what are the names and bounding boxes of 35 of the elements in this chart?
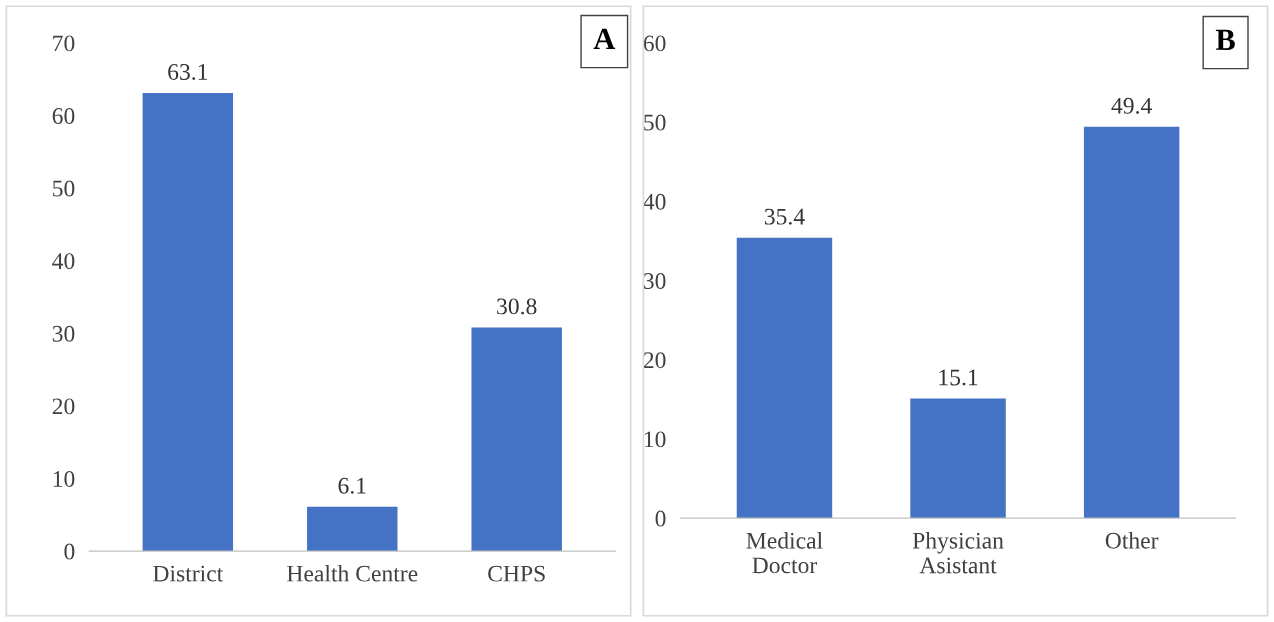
data-label: 35.4 <box>764 208 805 225</box>
y-tick-label: 0 <box>655 510 666 527</box>
x-tick-label: CHPS <box>488 565 545 582</box>
y-tick-label: 60 <box>643 35 666 52</box>
y-tick-label: 0 <box>64 543 75 560</box>
y-tick-label: 10 <box>644 431 666 448</box>
bar <box>736 237 833 519</box>
bar <box>471 327 562 552</box>
y-tick-label: 20 <box>643 352 666 369</box>
y-tick-label: 50 <box>644 114 666 131</box>
x-tick-label: Other <box>1105 532 1159 549</box>
y-tick-label: 40 <box>52 253 75 270</box>
x-tick-label: District <box>153 565 224 582</box>
data-label: 63.1 <box>168 64 208 80</box>
bar <box>142 93 234 552</box>
bar <box>910 398 1006 519</box>
bar <box>307 506 398 552</box>
y-tick-label: 10 <box>53 470 75 487</box>
y-tick-label: 40 <box>643 193 666 210</box>
data-label: 15.1 <box>939 369 978 386</box>
y-tick-label: 60 <box>52 108 75 124</box>
annotation: B <box>1215 29 1235 50</box>
bar <box>1083 126 1180 519</box>
y-tick-label: 50 <box>53 180 75 197</box>
x-tick-label: Medical Doctor <box>746 532 823 574</box>
data-label: 49.4 <box>1111 97 1152 114</box>
y-tick-label: 30 <box>643 273 666 289</box>
annotation: A <box>593 28 616 49</box>
x-tick-label: Health Centre <box>287 564 418 582</box>
data-label: 6.1 <box>338 477 366 494</box>
x-tick-label: Physician Asistant <box>912 532 1004 574</box>
y-tick-label: 30 <box>52 325 75 342</box>
y-tick-label: 70 <box>53 35 75 52</box>
y-tick-label: 20 <box>52 398 75 415</box>
data-label: 30.8 <box>497 298 537 315</box>
